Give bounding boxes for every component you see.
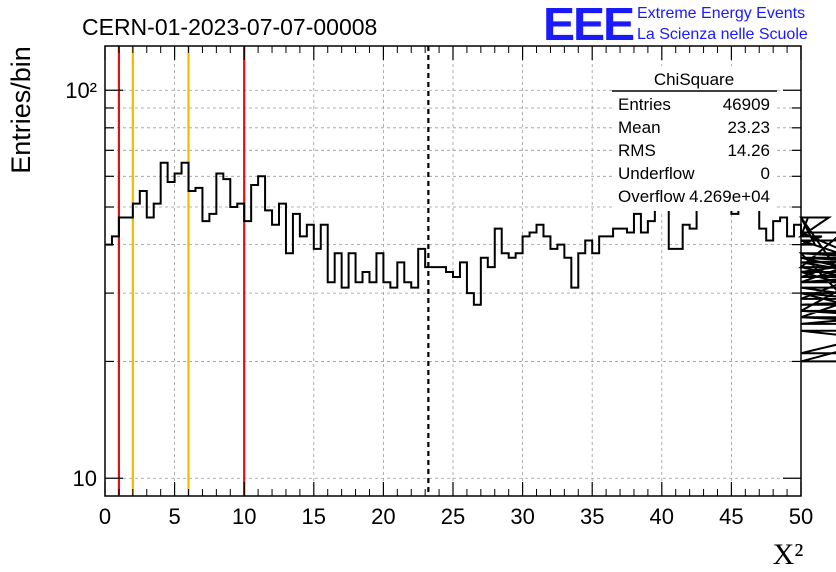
reference-lines (117, 46, 430, 496)
stats-value: 23.23 (727, 118, 770, 137)
stats-label: Underflow (618, 164, 695, 183)
x-tick-label: 45 (719, 504, 743, 529)
stats-label: Entries (618, 95, 671, 114)
stats-value: 4.269e+04 (689, 187, 770, 206)
x-tick-label: 15 (302, 504, 326, 529)
stats-label: Overflow (618, 187, 686, 206)
stats-title: ChiSquare (654, 70, 734, 89)
stats-rows: Entries 46909 Mean 23.23 RMS 14.26 Underflow 0 O… (618, 95, 770, 206)
stats-box: ChiSquare Entries 46909 Mean 23.23 RMS 14.26 U… (612, 66, 777, 211)
x-tick-label: 10 (232, 504, 256, 529)
org-name-line2: La Scienza nelle Scuole (637, 26, 808, 43)
x-tick-label: 35 (580, 504, 604, 529)
x-tick-label: 20 (371, 504, 395, 529)
chart-title: CERN-01-2023-07-07-00008 (82, 14, 377, 40)
x-axis-label: X² (773, 538, 804, 571)
x-tick-label: 5 (168, 504, 180, 529)
stats-value: 0 (761, 164, 770, 183)
y-tick-label: 10 (73, 466, 97, 491)
stats-value: 14.26 (727, 141, 770, 160)
x-tick-label: 40 (650, 504, 674, 529)
x-tick-label: 30 (510, 504, 534, 529)
x-tick-label: 0 (99, 504, 111, 529)
y-tick-label: 10² (65, 78, 97, 103)
stats-box-background (612, 66, 777, 211)
stats-label: Mean (618, 118, 661, 137)
eee-logo: EEE (543, 0, 633, 50)
histogram-line (105, 161, 836, 363)
stats-value: 46909 (723, 95, 770, 114)
y-axis-label: Entries/bin (6, 46, 36, 174)
histogram-series (105, 161, 836, 363)
axes: 0 5 10 15 20 25 30 35 40 45 50 10 10² (65, 45, 813, 529)
x-tick-label: 25 (441, 504, 465, 529)
x-tick-label: 50 (789, 504, 813, 529)
stats-label: RMS (618, 141, 656, 160)
org-name-line1: Extreme Energy Events (637, 5, 805, 22)
